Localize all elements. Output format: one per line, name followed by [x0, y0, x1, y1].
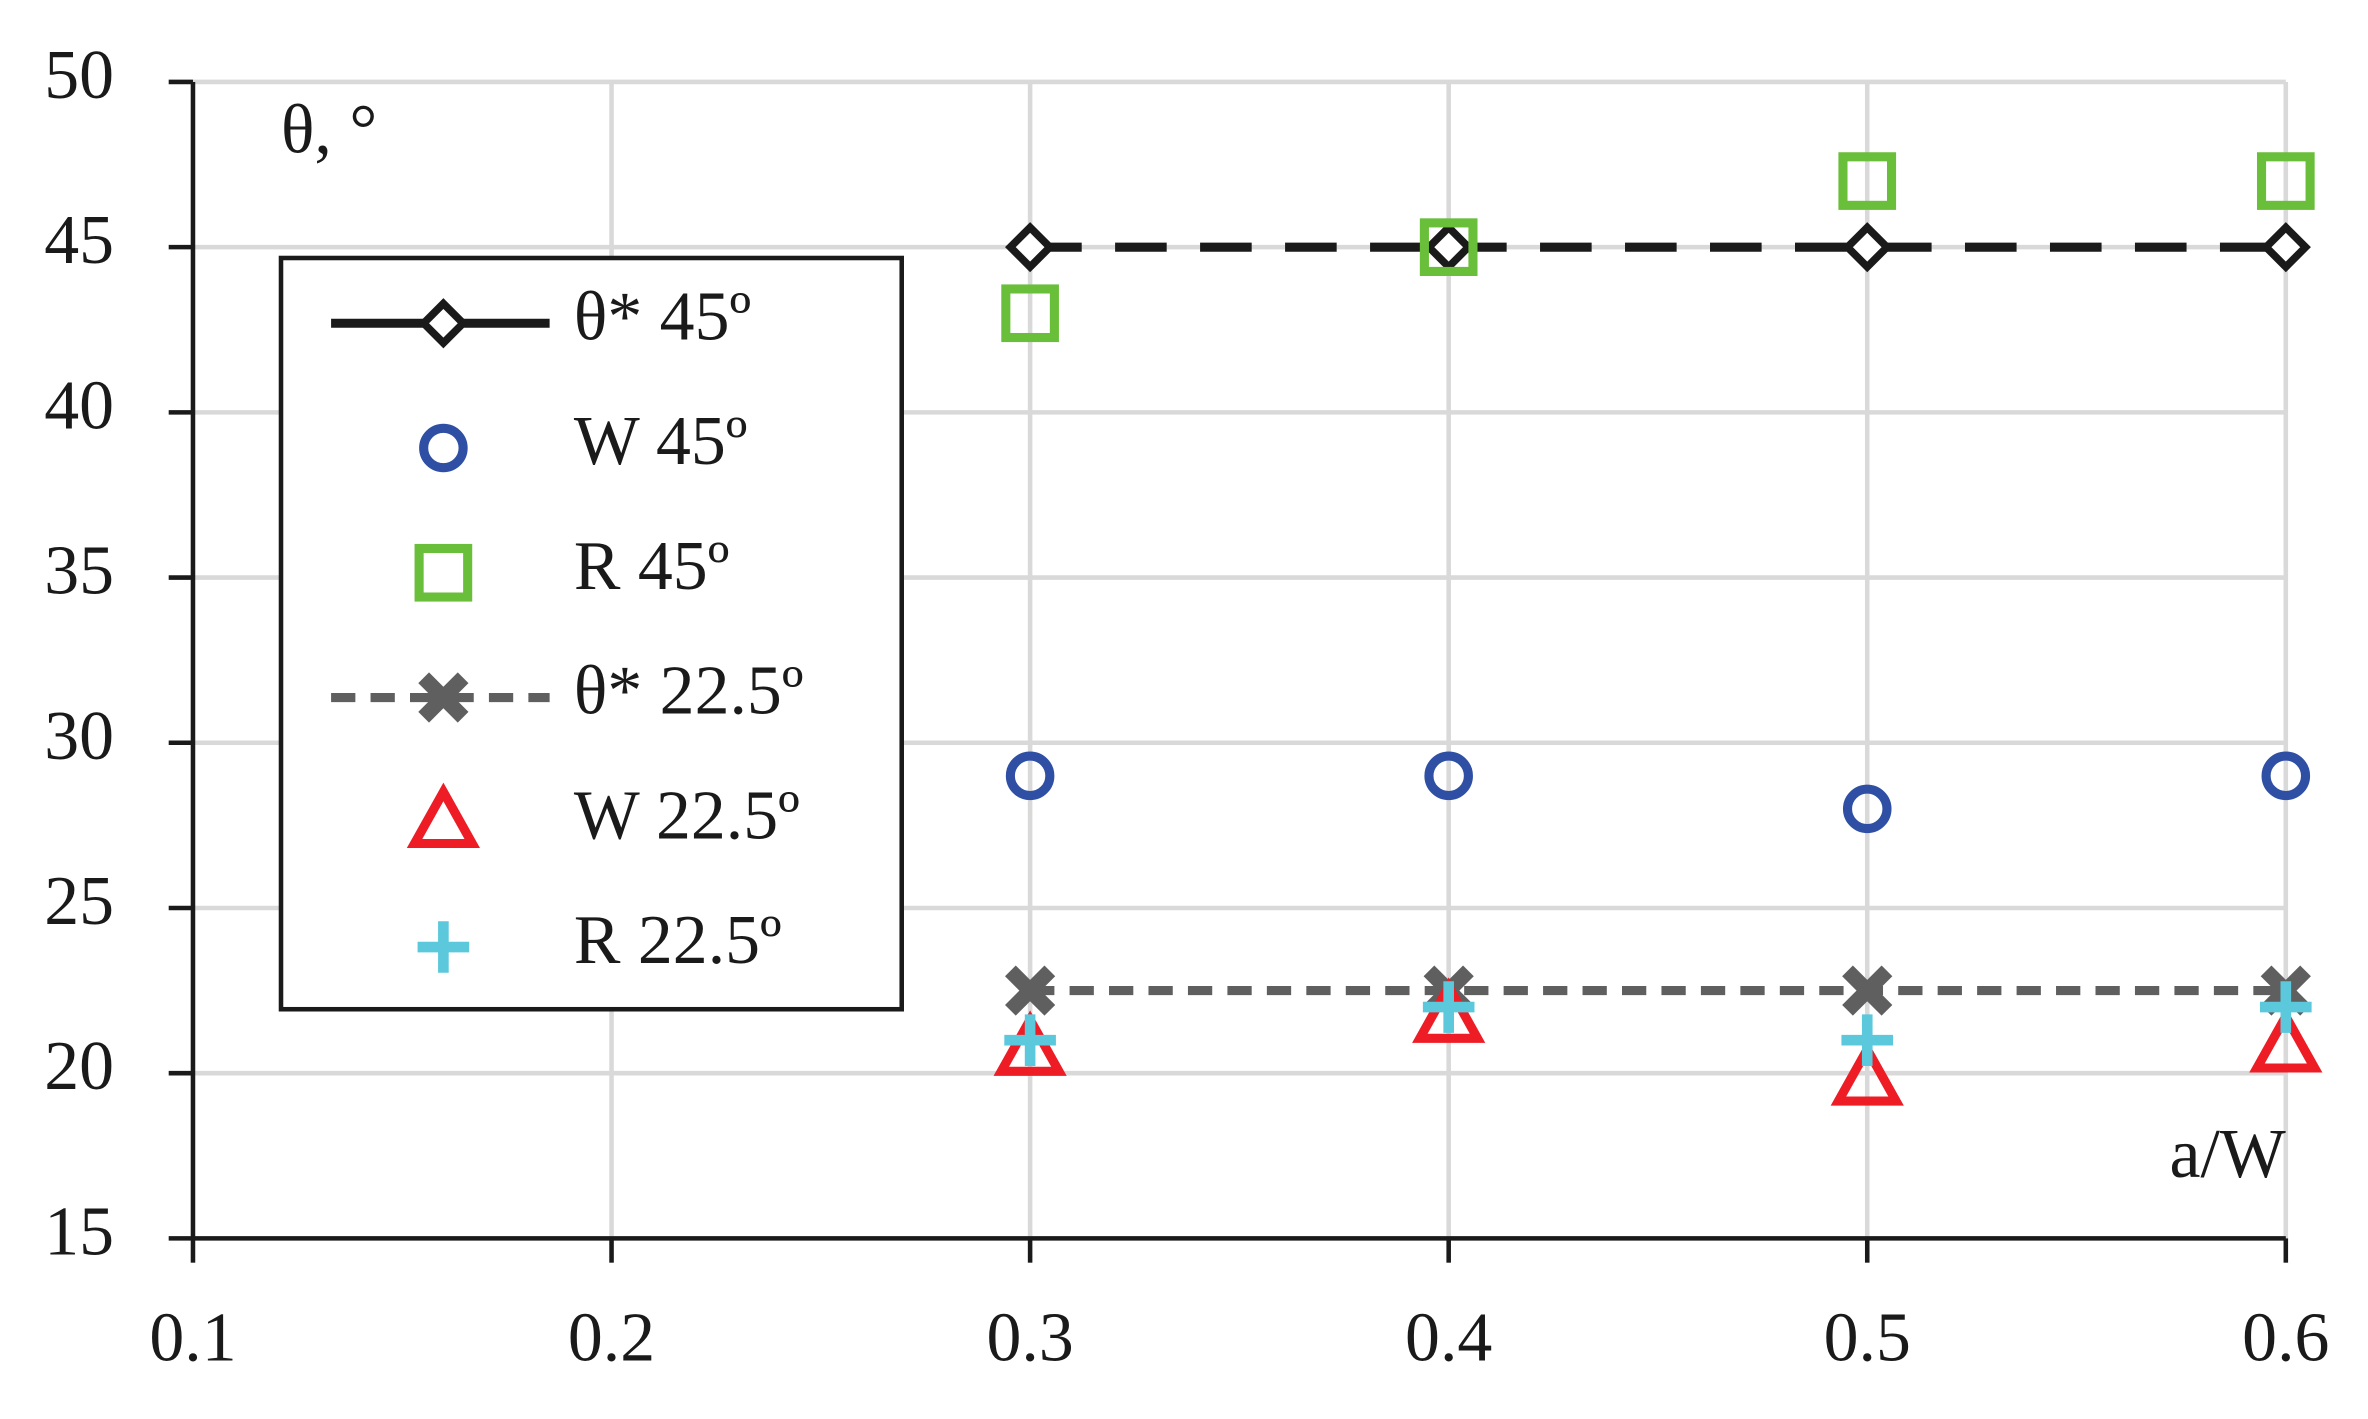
marker-circle	[1424, 751, 1473, 801]
marker-triangle	[2249, 1007, 2323, 1073]
marker-x	[1842, 965, 1893, 1016]
marker-triangle	[406, 782, 480, 849]
marker-plus	[1004, 1014, 1056, 1066]
y-tick-label: 45	[44, 202, 114, 279]
marker-square	[1419, 218, 1478, 276]
marker-triangle	[993, 1010, 1067, 1076]
y-tick-label: 35	[44, 533, 114, 610]
marker-square	[2256, 152, 2315, 210]
marker-triangle	[1830, 1040, 1904, 1106]
marker-circle	[1005, 751, 1055, 801]
marker-x	[1005, 965, 1056, 1016]
marker-x	[418, 672, 469, 723]
x-tick-label: 0.5	[1824, 1300, 1911, 1377]
x-tick-label: 0.6	[2242, 1300, 2329, 1377]
marker-plus	[2260, 981, 2312, 1033]
legend-label: θ* 45º	[574, 278, 751, 355]
x-tick-label: 0.2	[568, 1300, 655, 1377]
y-axis-label: θ, °	[281, 92, 377, 169]
x-axis-label: a/W	[2170, 1116, 2286, 1193]
legend-label: θ* 22.5º	[574, 653, 804, 730]
y-tick-label: 20	[44, 1028, 114, 1105]
marker-triangle	[1412, 977, 1486, 1043]
marker-square	[1001, 284, 1059, 343]
marker-diamond	[1005, 222, 1056, 273]
legend-label: R 22.5º	[574, 902, 782, 979]
legend-label: W 22.5º	[574, 777, 800, 854]
y-tick-label: 50	[44, 37, 114, 114]
marker-diamond	[2260, 222, 2311, 273]
marker-diamond	[1423, 222, 1474, 273]
marker-square	[1838, 152, 1897, 210]
legend-box	[278, 255, 904, 1012]
marker-plus	[417, 921, 470, 973]
marker-diamond	[418, 298, 469, 349]
marker-circle	[419, 423, 468, 473]
legend-label: W 45º	[574, 403, 748, 480]
marker-plus	[1841, 1014, 1894, 1066]
y-tick-label: 25	[44, 863, 114, 940]
legend: θ* 45º W 45º R 45º θ* 22.5º W 22.5º R 22.5º	[278, 255, 904, 1012]
legend-label: R 45º	[574, 528, 729, 605]
x-tick-label: 0.1	[149, 1300, 236, 1377]
x-tick-label: 0.4	[1405, 1300, 1492, 1377]
marker-circle	[2261, 751, 2311, 801]
marker-square	[414, 543, 473, 602]
marker-plus	[1422, 981, 1475, 1033]
x-tick-label: 0.3	[986, 1300, 1073, 1377]
marker-circle	[1842, 784, 1892, 834]
marker-diamond	[1842, 222, 1893, 273]
y-tick-label: 15	[44, 1193, 114, 1270]
y-tick-label: 40	[44, 367, 114, 444]
y-tick-label: 30	[44, 698, 114, 775]
